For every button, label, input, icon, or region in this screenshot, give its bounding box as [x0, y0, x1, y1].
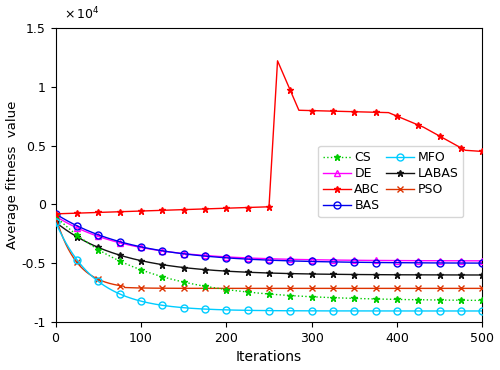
CS: [406, 297, 412, 302]
DE: [406, 258, 412, 263]
MFO: [176, 305, 182, 310]
BAS: [406, 260, 412, 265]
CS: [176, 279, 182, 283]
LABAS: [406, 273, 412, 277]
Text: $\times\,10^4$: $\times\,10^4$: [64, 6, 100, 22]
MFO: [208, 307, 214, 312]
LABAS: [158, 262, 164, 267]
ABC: [407, 119, 413, 124]
DE: [52, 214, 59, 218]
DE: [176, 251, 182, 255]
LABAS: [176, 265, 182, 269]
LABAS: [52, 220, 59, 224]
CS: [208, 285, 214, 289]
ABC: [52, 212, 59, 216]
X-axis label: Iterations: Iterations: [236, 350, 302, 364]
ABC: [158, 208, 164, 213]
BAS: [480, 261, 486, 265]
BAS: [328, 260, 334, 264]
PSO: [158, 286, 164, 290]
ABC: [334, 109, 340, 114]
Line: DE: DE: [52, 213, 486, 264]
DE: [208, 254, 214, 258]
DE: [480, 259, 486, 263]
Line: LABAS: LABAS: [52, 219, 486, 279]
BAS: [158, 248, 164, 253]
PSO: [332, 286, 338, 290]
LABAS: [208, 268, 214, 272]
CS: [328, 295, 334, 300]
BAS: [176, 251, 182, 256]
Y-axis label: Average fitness  value: Average fitness value: [6, 101, 18, 249]
CS: [52, 214, 59, 218]
MFO: [52, 220, 59, 224]
Line: BAS: BAS: [52, 211, 486, 266]
LABAS: [480, 273, 486, 277]
Line: CS: CS: [52, 213, 486, 304]
BAS: [52, 212, 59, 216]
PSO: [176, 286, 182, 290]
Line: ABC: ABC: [52, 57, 486, 217]
Legend: CS, DE, ABC, BAS, MFO, LABAS, PSO: CS, DE, ABC, BAS, MFO, LABAS, PSO: [318, 146, 464, 217]
BAS: [208, 255, 214, 259]
MFO: [158, 303, 164, 307]
MFO: [332, 309, 338, 313]
PSO: [208, 286, 214, 290]
MFO: [406, 309, 412, 313]
BAS: [332, 260, 338, 264]
LABAS: [332, 272, 338, 276]
CS: [480, 298, 486, 303]
PSO: [480, 286, 486, 290]
PSO: [328, 286, 334, 290]
ABC: [208, 206, 214, 211]
ABC: [274, 58, 280, 63]
CS: [332, 296, 338, 300]
ABC: [480, 149, 486, 154]
CS: [158, 274, 164, 279]
MFO: [480, 309, 486, 313]
DE: [158, 249, 164, 253]
LABAS: [328, 272, 334, 276]
ABC: [328, 109, 334, 113]
DE: [332, 258, 338, 262]
ABC: [176, 208, 182, 212]
Line: MFO: MFO: [52, 219, 486, 314]
Line: PSO: PSO: [52, 213, 486, 292]
PSO: [406, 286, 412, 290]
DE: [328, 258, 334, 262]
PSO: [52, 214, 59, 218]
MFO: [328, 309, 334, 313]
